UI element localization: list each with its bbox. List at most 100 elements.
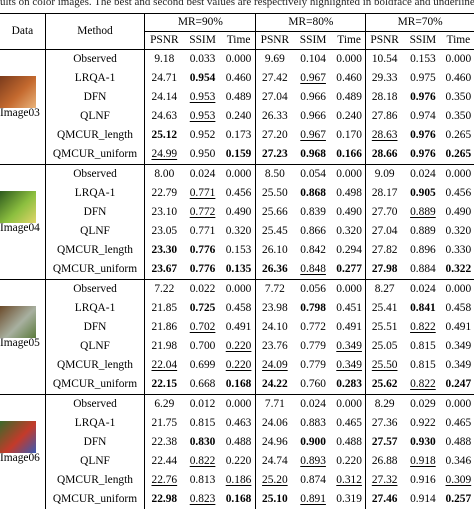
value-cell: 0.349 [333, 337, 366, 356]
value-cell: 25.41 [366, 299, 403, 318]
value-cell: 0.848 [293, 260, 333, 280]
value-cell: 23.05 [145, 222, 184, 241]
value-cell: 0.000 [222, 50, 256, 70]
method-cell: QLNF [45, 452, 144, 471]
method-cell: DFN [45, 318, 144, 337]
metric-header: Time [443, 32, 474, 50]
value-cell: 0.350 [443, 107, 474, 126]
value-cell: 0.309 [443, 471, 474, 490]
value-cell: 0.220 [222, 337, 256, 356]
value-cell: 28.63 [366, 126, 403, 145]
value-cell: 27.98 [366, 260, 403, 280]
value-cell: 0.905 [403, 184, 443, 203]
value-cell: 8.29 [366, 395, 403, 415]
method-cell: QMCUR_uniform [45, 145, 144, 165]
value-cell: 8.50 [256, 165, 293, 185]
value-cell: 0.247 [443, 375, 474, 395]
value-cell: 0.889 [403, 222, 443, 241]
value-cell: 0.283 [333, 375, 366, 395]
value-cell: 0.776 [183, 241, 221, 260]
value-cell: 0.772 [183, 203, 221, 222]
value-cell: 0.974 [403, 107, 443, 126]
value-cell: 29.33 [366, 69, 403, 88]
value-cell: 0.822 [183, 452, 221, 471]
value-cell: 0.967 [293, 69, 333, 88]
value-cell: 22.44 [145, 452, 184, 471]
value-cell: 0.922 [403, 414, 443, 433]
value-cell: 0.488 [222, 433, 256, 452]
image-label: Image04 [0, 219, 40, 238]
method-cell: Observed [45, 165, 144, 185]
missing-ratio-header: MR=80% [256, 14, 366, 32]
value-cell: 24.99 [145, 145, 184, 165]
value-cell: 0.220 [222, 356, 256, 375]
value-cell: 27.82 [366, 241, 403, 260]
table-caption: ults on color images. The best and secon… [0, 0, 474, 9]
value-cell: 25.50 [256, 184, 293, 203]
missing-ratio-header: MR=70% [366, 14, 474, 32]
value-cell: 0.168 [222, 490, 256, 509]
value-cell: 0.319 [333, 490, 366, 509]
method-cell: QMCUR_length [45, 126, 144, 145]
value-cell: 0.699 [183, 356, 221, 375]
value-cell: 9.09 [366, 165, 403, 185]
value-cell: 0.458 [222, 299, 256, 318]
value-cell: 0.776 [183, 260, 221, 280]
value-cell: 0.024 [183, 165, 221, 185]
value-cell: 27.46 [366, 490, 403, 509]
value-cell: 0.294 [333, 241, 366, 260]
value-cell: 0.953 [183, 88, 221, 107]
value-cell: 0.168 [222, 375, 256, 395]
value-cell: 0.000 [222, 280, 256, 300]
value-cell: 0.033 [183, 50, 221, 70]
value-cell: 25.12 [145, 126, 184, 145]
metric-header: SSIM [183, 32, 221, 50]
value-cell: 21.98 [145, 337, 184, 356]
value-cell: 0.159 [222, 145, 256, 165]
data-column-header: Data [0, 14, 45, 50]
value-cell: 0.220 [333, 452, 366, 471]
value-cell: 24.96 [256, 433, 293, 452]
value-cell: 0.967 [293, 126, 333, 145]
method-cell: Observed [45, 50, 144, 70]
value-cell: 0.465 [333, 414, 366, 433]
value-cell: 25.50 [366, 356, 403, 375]
data-image-cell: Image05 [0, 280, 45, 395]
value-cell: 0.498 [333, 184, 366, 203]
value-cell: 0.842 [293, 241, 333, 260]
value-cell: 0.000 [443, 165, 474, 185]
data-image-cell: Image06 [0, 395, 45, 509]
method-cell: DFN [45, 433, 144, 452]
value-cell: 0.489 [222, 88, 256, 107]
value-cell: 0.257 [443, 490, 474, 509]
method-cell: LRQA-1 [45, 414, 144, 433]
value-cell: 0.930 [403, 433, 443, 452]
value-cell: 0.320 [222, 222, 256, 241]
value-cell: 22.98 [145, 490, 184, 509]
value-cell: 0.322 [443, 260, 474, 280]
value-cell: 0.779 [293, 337, 333, 356]
value-cell: 0.488 [333, 433, 366, 452]
value-cell: 0.104 [293, 50, 333, 70]
value-cell: 0.893 [293, 452, 333, 471]
value-cell: 27.04 [366, 222, 403, 241]
value-cell: 0.022 [183, 280, 221, 300]
value-cell: 23.10 [145, 203, 184, 222]
value-cell: 0.866 [293, 222, 333, 241]
value-cell: 28.17 [366, 184, 403, 203]
value-cell: 0.220 [222, 452, 256, 471]
value-cell: 27.04 [256, 88, 293, 107]
